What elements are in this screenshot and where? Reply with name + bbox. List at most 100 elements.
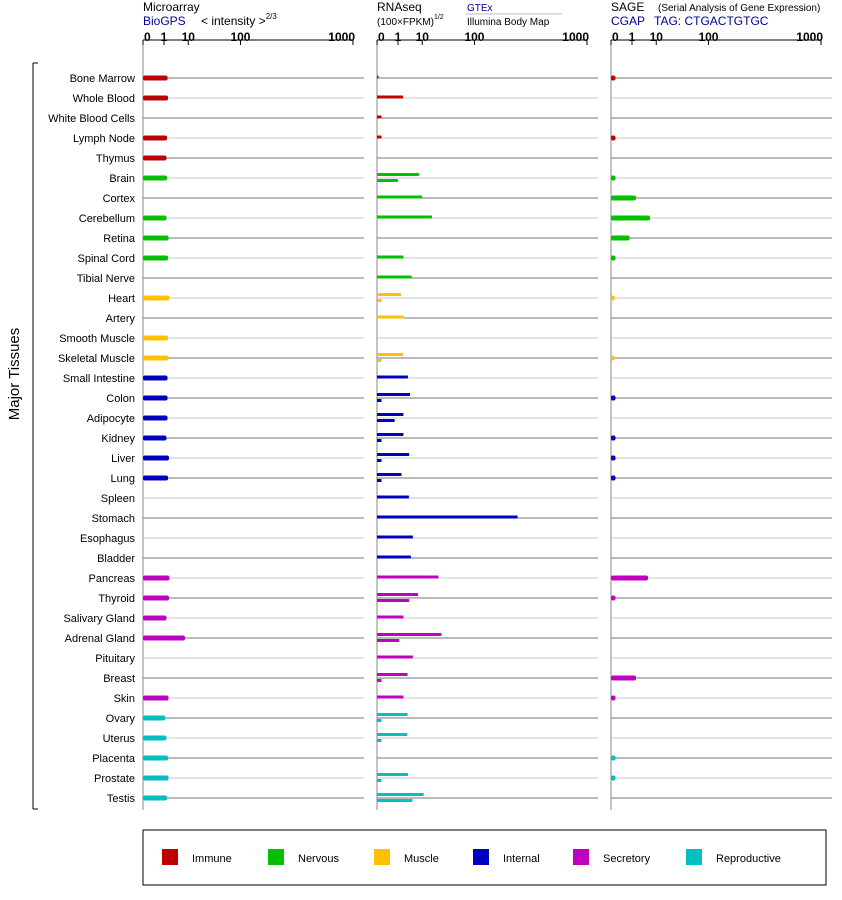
legend-label: Immune [192,853,232,865]
sage-bar [611,135,616,141]
axis-tick-label: 100 [464,30,484,44]
tissue-label: Esophagus [80,533,136,545]
legend-label: Muscle [404,853,439,865]
sage-bar [611,395,616,401]
microarray-bar [143,635,185,641]
legend-label: Secretory [603,853,651,865]
rnaseq-gtex-bar [377,673,408,676]
legend-swatch [573,849,589,865]
sage-bar [611,595,616,601]
axis-tick-label: 10 [416,30,430,44]
rnaseq-gtex-bar [377,633,442,636]
microarray-bar [143,595,170,601]
axis-tick-label: 100 [698,30,718,44]
rnaseq-gtex-bar [377,655,413,659]
tissue-label: Stomach [92,513,135,525]
legend-label: Reproductive [716,853,781,865]
microarray-title: Microarray [143,0,200,14]
axis-tick-label: 10 [182,30,196,44]
tissue-label: Testis [107,793,136,805]
microarray-bar [143,615,167,621]
rnaseq-bodymap-bar [377,419,395,422]
rnaseq-gtex-bar [377,255,404,259]
rnaseq-source-gtex-link[interactable]: GTEx [467,3,493,14]
tissue-label: Smooth Muscle [59,333,135,345]
microarray-bar [143,695,169,701]
sage-bar [611,195,637,201]
microarray-bar [143,255,169,261]
axis-tick-label: 0 [612,30,619,44]
microarray-bar [143,375,168,381]
microarray-source-link[interactable]: BioGPS [143,14,186,28]
rnaseq-gtex-bar [377,75,379,79]
rnaseq-gtex-bar [377,473,402,476]
legend-swatch [686,849,702,865]
tissue-label: Skeletal Muscle [58,353,135,365]
sage-bar [611,435,616,441]
microarray-bar [143,215,167,221]
sage-source-link[interactable]: CGAP [611,14,645,28]
rnaseq-gtex-bar [377,495,409,499]
tissue-label: Cortex [103,193,136,205]
rnaseq-gtex-bar [377,135,382,139]
microarray-bar [143,95,169,101]
microarray-bar [143,775,169,781]
axis-tick-label: 1 [395,30,402,44]
microarray-bar [143,575,170,581]
rnaseq-gtex-bar [377,315,404,319]
tissue-label: Uterus [103,733,136,745]
rnaseq-gtex-bar [377,615,404,619]
legend-swatch [162,849,178,865]
tissue-label: Retina [103,233,136,245]
microarray-bar [143,735,167,741]
sage-bar [611,755,616,761]
tissue-label: Brain [109,173,135,185]
rnaseq-bodymap-bar [377,399,382,402]
sage-bar [611,455,616,461]
rnaseq-gtex-bar [377,575,439,579]
tissue-label: Colon [106,393,135,405]
rnaseq-title: RNAseq [377,0,422,14]
sage-bar [611,355,615,361]
microarray-bar [143,755,169,761]
microarray-bar [143,475,169,481]
rnaseq-bodymap-bar [377,459,382,462]
tissue-label: Small Intestine [63,373,135,385]
sage-bar [611,475,616,481]
sage-bar [611,575,649,581]
tissue-label: Thymus [96,153,136,165]
tissue-label: Bladder [97,553,135,565]
rnaseq-gtex-bar [377,215,433,219]
microarray-bar [143,355,169,361]
sage-bar [611,295,615,301]
rnaseq-source-bodymap: Illumina Body Map [467,17,550,28]
sage-subtitle: (Serial Analysis of Gene Expression) [658,3,820,14]
rnaseq-bodymap-bar [377,779,382,782]
microarray-bar [143,415,168,421]
legend-swatch [374,849,390,865]
legend-label: Internal [503,853,540,865]
rnaseq-gtex-bar [377,115,382,119]
microarray-bar [143,235,169,241]
axis-tick-label: 1 [161,30,168,44]
legend-label: Nervous [298,853,339,865]
rnaseq-bodymap-bar [377,439,382,442]
sage-bar [611,235,630,241]
tissue-label: Spinal Cord [78,253,135,265]
rnaseq-gtex-bar [377,95,404,99]
axis-tick-label: 1000 [562,30,589,44]
microarray-unit-exponent: 2/3 [266,12,278,21]
tissue-label: Pituitary [95,653,135,665]
tissue-label: Thyroid [98,593,135,605]
tissue-label: Artery [106,313,136,325]
microarray-bar [143,715,166,721]
sage-bar [611,695,616,701]
rnaseq-bodymap-bar [377,799,413,802]
axis-tick-label: 1000 [796,30,823,44]
rnaseq-bodymap-bar [377,299,382,302]
tissue-label: Prostate [94,773,135,785]
tissue-label: Pancreas [89,573,136,585]
tissue-label: White Blood Cells [48,113,135,125]
rnaseq-bodymap-bar [377,479,382,482]
